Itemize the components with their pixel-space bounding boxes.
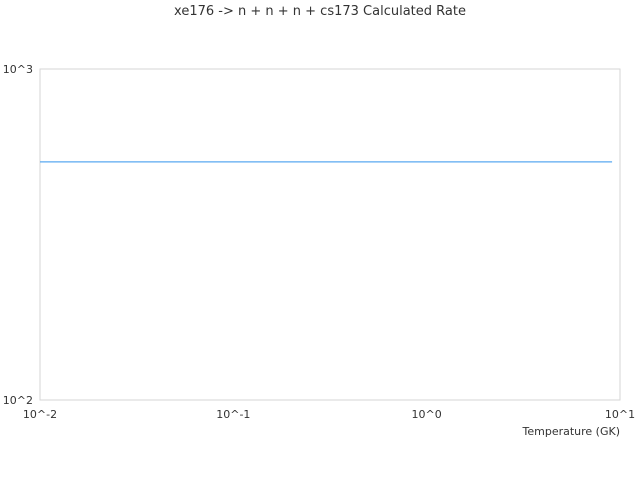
x-tick-label: 10^-2 xyxy=(23,408,57,421)
y-tick-label: 10^2 xyxy=(3,394,33,407)
chart-title: xe176 -> n + n + n + cs173 Calculated Ra… xyxy=(174,4,466,19)
y-tick-label: 10^3 xyxy=(3,63,33,76)
x-axis-label: Temperature (GK) xyxy=(522,425,621,438)
x-tick-label: 10^1 xyxy=(605,408,635,421)
x-tick-label: 10^0 xyxy=(412,408,442,421)
x-tick-label: 10^-1 xyxy=(216,408,250,421)
plot-area xyxy=(39,68,621,401)
